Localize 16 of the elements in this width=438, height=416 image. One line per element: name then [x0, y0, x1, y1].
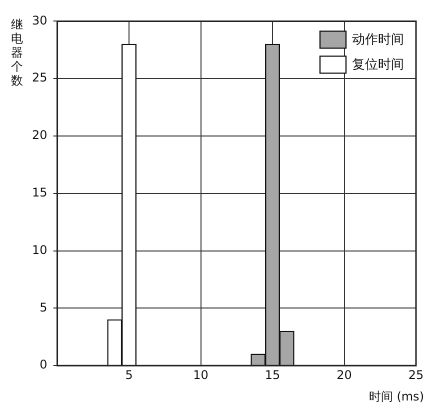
y-tick-label: 15 [32, 186, 48, 200]
y-tick-label: 0 [40, 358, 48, 372]
x-tick-label: 10 [193, 368, 208, 382]
x-axis-title: 时间 (ms) [368, 390, 424, 404]
x-tick-label: 20 [336, 368, 352, 382]
y-axis-title: 继电器个数 [11, 17, 23, 88]
y-tick-label: 10 [32, 242, 48, 257]
y-tick-label: 30 [32, 13, 48, 28]
x-tick-label: 15 [264, 368, 280, 382]
x-tick-label: 5 [125, 368, 133, 382]
y-tick-label: 25 [32, 70, 48, 85]
x-tick-label: 25 [408, 368, 424, 382]
y-tick-label: 20 [32, 128, 48, 142]
legend-label: 动作时间 [352, 32, 404, 48]
legend-label: 复位时间 [352, 58, 404, 73]
y-tick-label: 5 [40, 300, 48, 314]
